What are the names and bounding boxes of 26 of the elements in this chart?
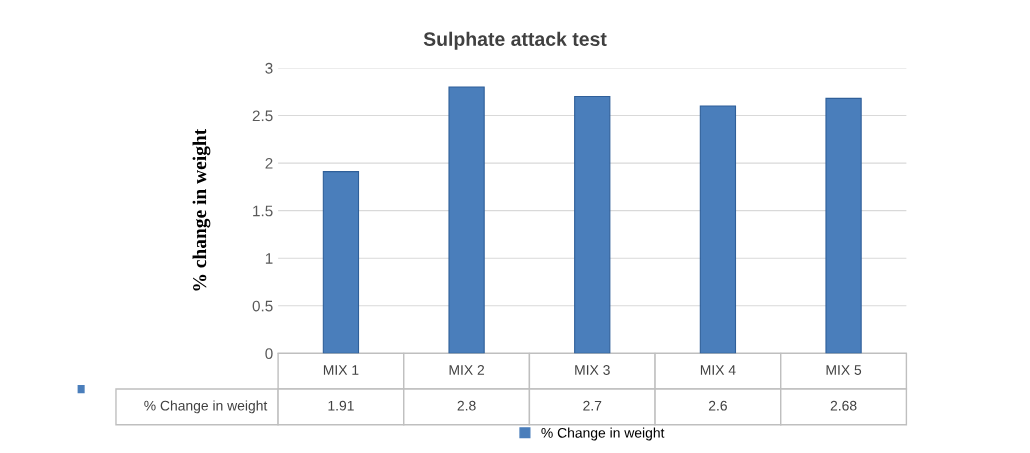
bar [699, 105, 737, 354]
y-tick-label: 0 [265, 348, 273, 360]
y-axis-title: % change in weight [192, 128, 211, 291]
x-tick-label: MIX 1 [323, 365, 359, 375]
x-tick-label: MIX 3 [575, 365, 610, 375]
y-tick-label: 0.5 [252, 300, 273, 312]
text: % Change in weight [144, 400, 268, 414]
data-label: 2.7 [583, 400, 602, 411]
x-tick-label: MIX 2 [449, 365, 485, 375]
data-label: 2.68 [830, 400, 857, 411]
y-tick-label: 2 [265, 157, 273, 169]
data-label: 1.91 [328, 400, 354, 411]
bar [322, 171, 360, 354]
legend-label: % Change in weight [541, 427, 665, 441]
data-label: 2.8 [457, 400, 476, 411]
data-label: 2.6 [708, 400, 727, 411]
bar [825, 97, 862, 354]
x-tick-label: MIX 4 [700, 365, 736, 375]
y-tick-label: 2.5 [252, 110, 273, 122]
x-tick-label: MIX 5 [826, 365, 862, 375]
y-tick-label: 1 [265, 253, 273, 264]
bar [448, 86, 485, 354]
chart-title: Sulphate attack test [423, 31, 607, 50]
bar [574, 95, 611, 354]
y-tick-label: 1.5 [253, 205, 273, 217]
y-tick-label: 3 [265, 62, 273, 74]
